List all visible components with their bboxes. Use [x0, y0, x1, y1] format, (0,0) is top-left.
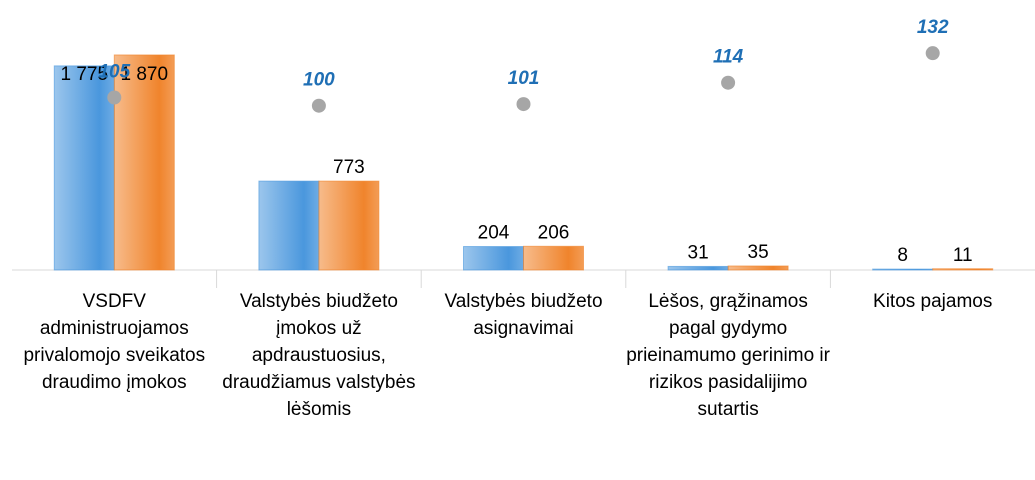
value-label: 8 [897, 245, 908, 266]
dot [107, 90, 122, 105]
value-label: 1 775 [61, 64, 109, 85]
value-label: 35 [748, 242, 769, 263]
bar [53, 65, 115, 271]
dot-label: 114 [713, 47, 744, 68]
value-label: 206 [538, 222, 570, 243]
x-tick-label: Lėšos, grąžinamos pagal gydymo prieinamu… [626, 291, 830, 420]
dot [721, 75, 736, 90]
dot-label: 105 [98, 62, 130, 83]
dot [311, 98, 326, 113]
bar [113, 54, 175, 271]
dot-label: 101 [508, 68, 540, 89]
value-label: 31 [688, 242, 709, 263]
bar [318, 180, 380, 271]
value-label: 204 [478, 223, 510, 244]
x-tick-label: Valstybės biudžeto įmokos už apdraustuos… [222, 291, 416, 420]
x-tick-label: VSDFV administruojamos privalomojo sveik… [23, 291, 206, 393]
dot [925, 46, 940, 61]
value-label: 11 [953, 245, 973, 266]
bar [727, 265, 789, 271]
x-tick-label: Valstybės biudžeto asignavimai [444, 291, 603, 339]
bar [463, 246, 524, 271]
bar [523, 245, 584, 271]
dot [516, 97, 531, 112]
dot-label: 100 [303, 70, 335, 91]
dot-label: 132 [917, 17, 949, 38]
bar [932, 268, 994, 271]
bar [667, 265, 729, 271]
bar [872, 268, 934, 271]
value-label: 1 870 [121, 64, 169, 85]
bar [258, 180, 320, 271]
x-tick-label: Kitos pajamos [873, 291, 993, 312]
value-label: 773 [333, 157, 365, 178]
